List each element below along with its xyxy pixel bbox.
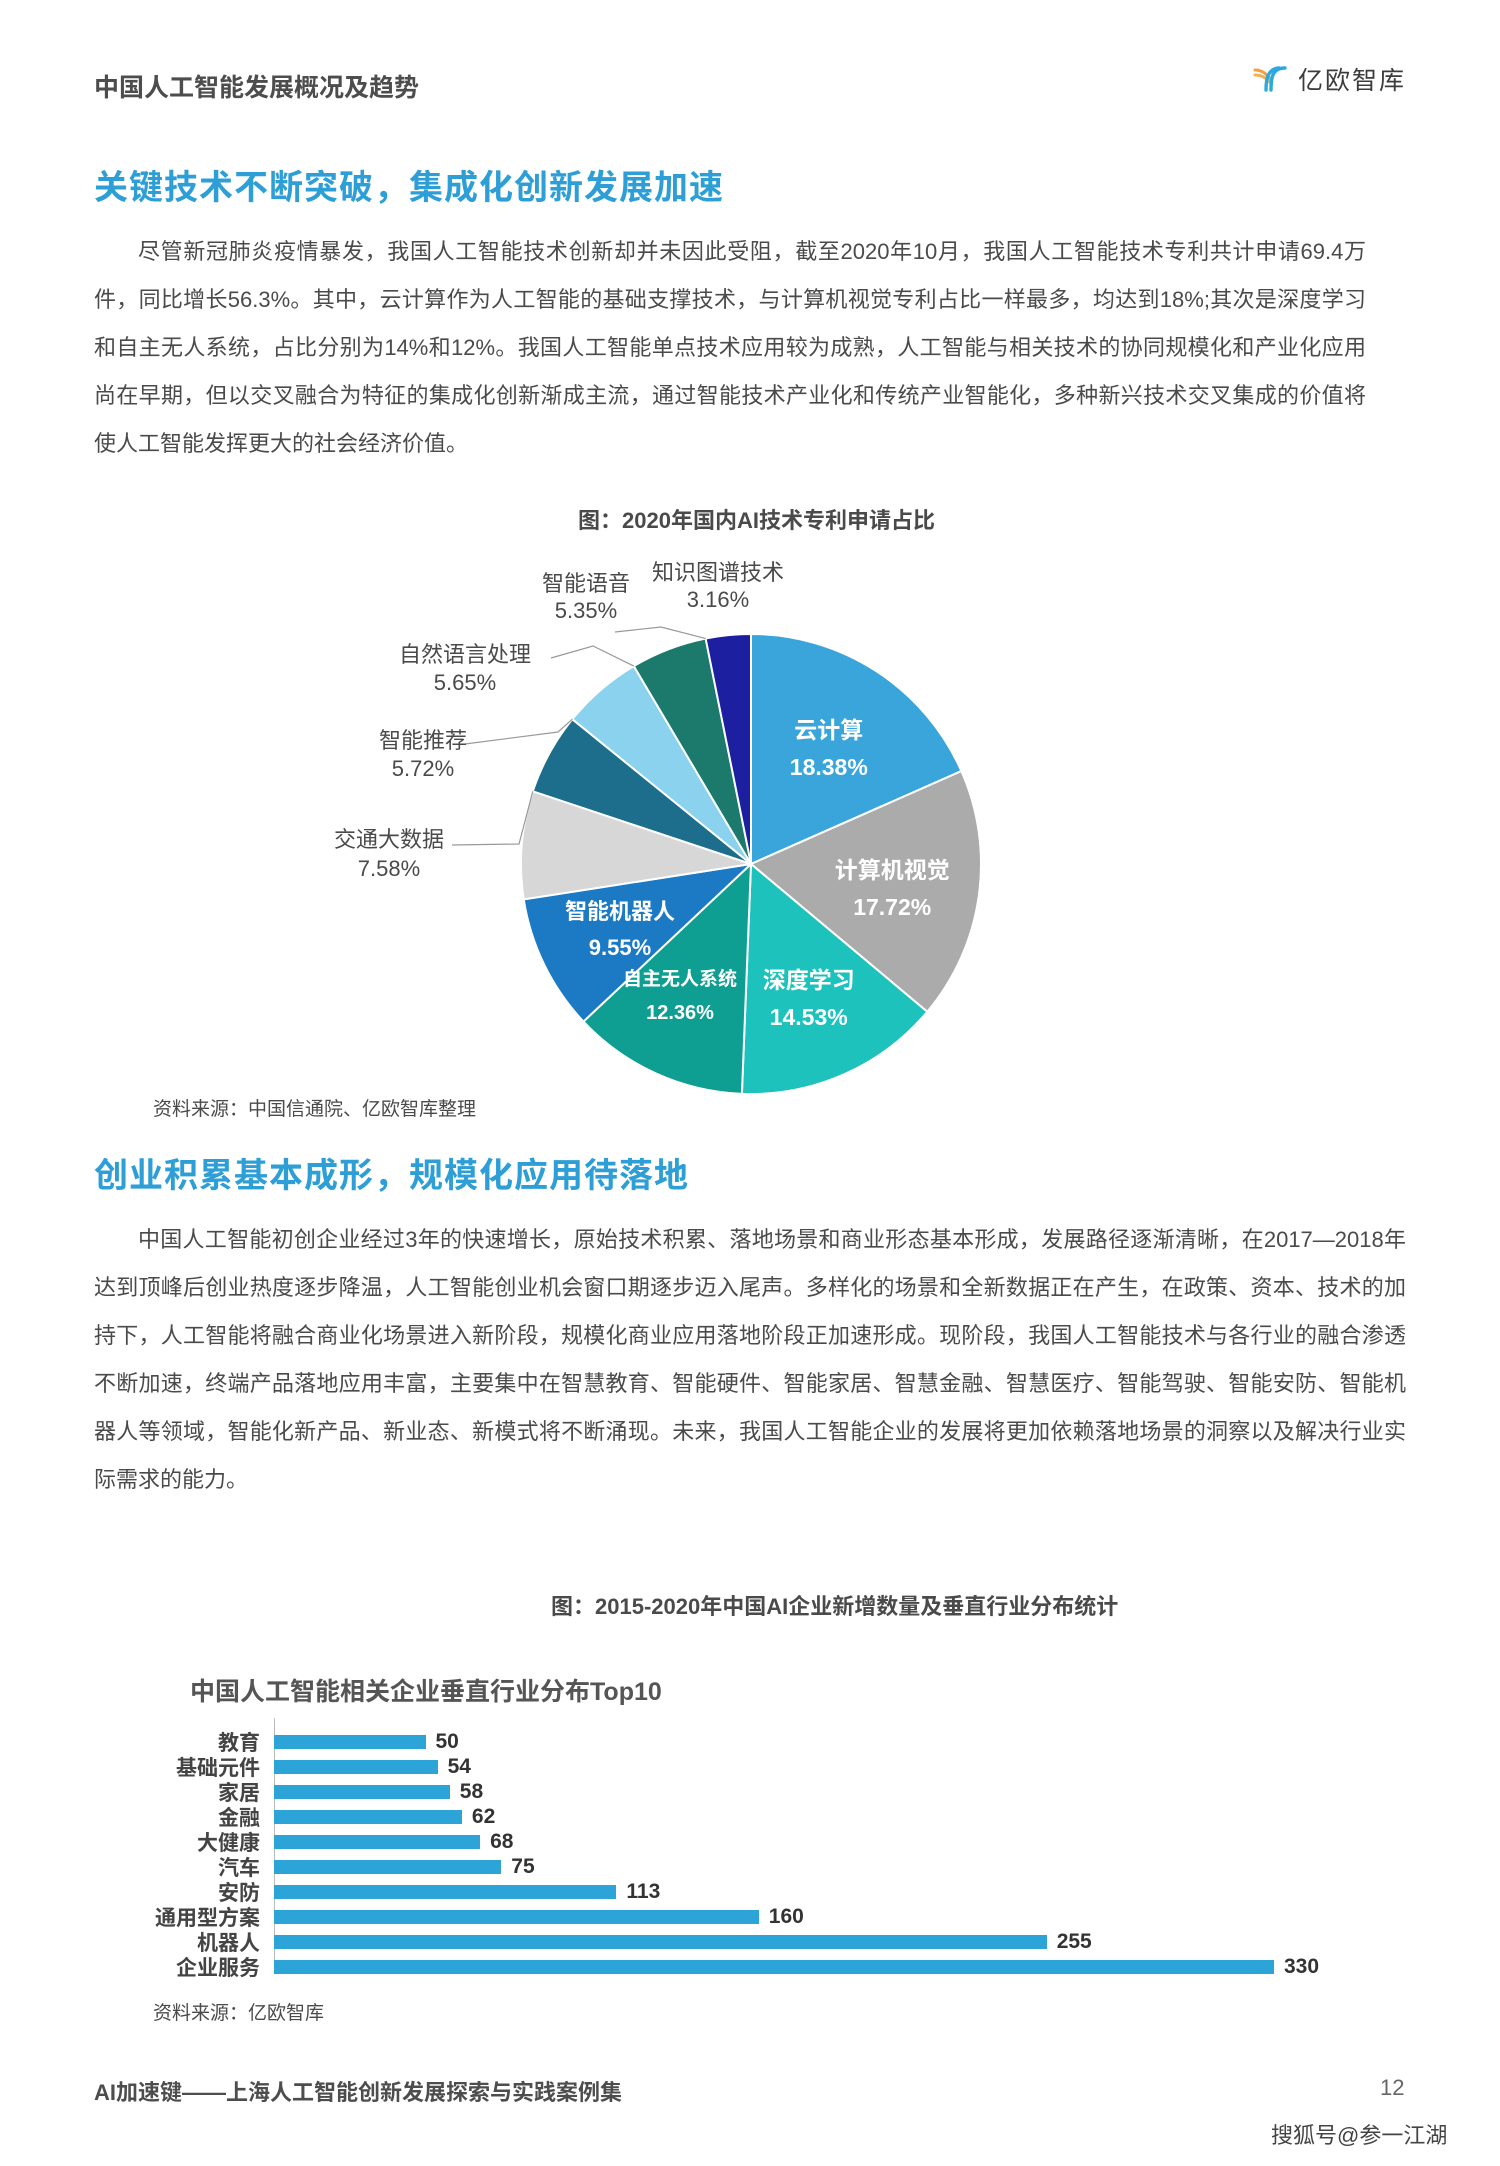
svg-text:5.72%: 5.72% bbox=[392, 756, 454, 781]
svg-text:9.55%: 9.55% bbox=[589, 935, 651, 960]
svg-text:5.35%: 5.35% bbox=[555, 598, 617, 623]
svg-text:自然语言处理: 自然语言处理 bbox=[399, 637, 531, 669]
svg-text:自主无人系统: 自主无人系统 bbox=[623, 964, 737, 991]
svg-text:5.65%: 5.65% bbox=[434, 670, 496, 695]
svg-text:12.36%: 12.36% bbox=[646, 1002, 714, 1024]
svg-text:14.53%: 14.53% bbox=[770, 1004, 848, 1030]
svg-text:知识图谱技术: 知识图谱技术 bbox=[652, 555, 784, 587]
svg-text:3.16%: 3.16% bbox=[687, 587, 749, 612]
svg-text:17.72%: 17.72% bbox=[853, 894, 931, 920]
svg-text:云计算: 云计算 bbox=[794, 711, 863, 745]
svg-text:7.58%: 7.58% bbox=[358, 856, 420, 881]
svg-text:智能机器人: 智能机器人 bbox=[565, 894, 675, 926]
svg-text:深度学习: 深度学习 bbox=[763, 961, 855, 995]
svg-text:智能语音: 智能语音 bbox=[542, 566, 630, 598]
svg-text:计算机视觉: 计算机视觉 bbox=[835, 851, 950, 885]
svg-text:智能推荐: 智能推荐 bbox=[379, 723, 467, 755]
svg-text:交通大数据: 交通大数据 bbox=[334, 822, 444, 854]
svg-text:18.38%: 18.38% bbox=[790, 754, 868, 780]
